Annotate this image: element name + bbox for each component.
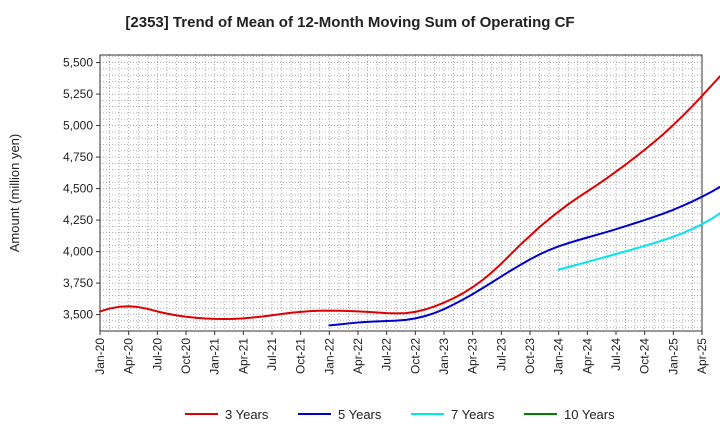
y-tick-label: 4,500 xyxy=(63,182,93,196)
x-tick-label: Jan-23 xyxy=(437,338,451,375)
series-line-3-years xyxy=(99,74,720,321)
legend: 3 Years 5 Years 7 Years 10 Years xyxy=(185,407,615,422)
x-tick-label: Jul-23 xyxy=(494,338,508,371)
legend-label: 10 Years xyxy=(564,407,615,422)
x-tick-label: Jul-20 xyxy=(150,338,164,371)
x-tick-label: Jan-22 xyxy=(322,338,336,375)
x-tick-label: Oct-24 xyxy=(638,338,652,374)
y-axis: 3,500 3,750 4,000 4,250 4,500 4,750 5,000 5,250… xyxy=(63,56,100,322)
legend-label: 5 Years xyxy=(338,407,382,422)
x-tick-label: Apr-24 xyxy=(580,338,594,374)
x-tick-label: Apr-21 xyxy=(236,338,250,374)
plot-area-frame xyxy=(99,54,703,332)
x-tick-label: Oct-22 xyxy=(408,338,422,374)
x-tick-label: Jan-21 xyxy=(208,338,222,375)
chart-title: [2353] Trend of Mean of 12-Month Moving … xyxy=(125,14,574,31)
x-tick-label: Jul-24 xyxy=(609,338,623,371)
grid xyxy=(100,55,702,331)
x-tick-label: Jul-21 xyxy=(265,338,279,371)
x-tick-label: Jul-22 xyxy=(380,338,394,371)
series-group xyxy=(99,74,720,327)
y-tick-label: 5,500 xyxy=(63,56,93,70)
x-tick-label: Oct-21 xyxy=(294,338,308,374)
x-tick-label: Oct-23 xyxy=(523,338,537,374)
x-axis: Jan-20 Apr-20 Jul-20 Oct-20 Jan-21 Apr-21 Jul-… xyxy=(93,331,709,375)
x-tick-label: Jan-25 xyxy=(666,338,680,375)
y-tick-label: 4,000 xyxy=(63,245,93,259)
y-tick-label: 3,750 xyxy=(63,276,93,290)
y-axis-label: Amount (million yen) xyxy=(7,134,22,253)
series-line-5-years xyxy=(328,185,720,327)
y-tick-label: 5,000 xyxy=(63,119,93,133)
x-tick-label: Jan-24 xyxy=(552,338,566,375)
y-tick-label: 4,250 xyxy=(63,213,93,227)
x-tick-label: Apr-23 xyxy=(466,338,480,374)
x-tick-label: Jan-20 xyxy=(93,338,107,375)
x-tick-label: Apr-20 xyxy=(122,338,136,374)
y-tick-label: 4,750 xyxy=(63,150,93,164)
legend-label: 7 Years xyxy=(451,407,495,422)
y-tick-label: 5,250 xyxy=(63,87,93,101)
x-tick-label: Oct-20 xyxy=(179,338,193,374)
x-tick-label: Apr-22 xyxy=(351,338,365,374)
y-tick-label: 3,500 xyxy=(63,308,93,322)
x-tick-label: Apr-25 xyxy=(695,338,709,374)
series-line-7-years xyxy=(557,212,720,271)
legend-label: 3 Years xyxy=(225,407,269,422)
